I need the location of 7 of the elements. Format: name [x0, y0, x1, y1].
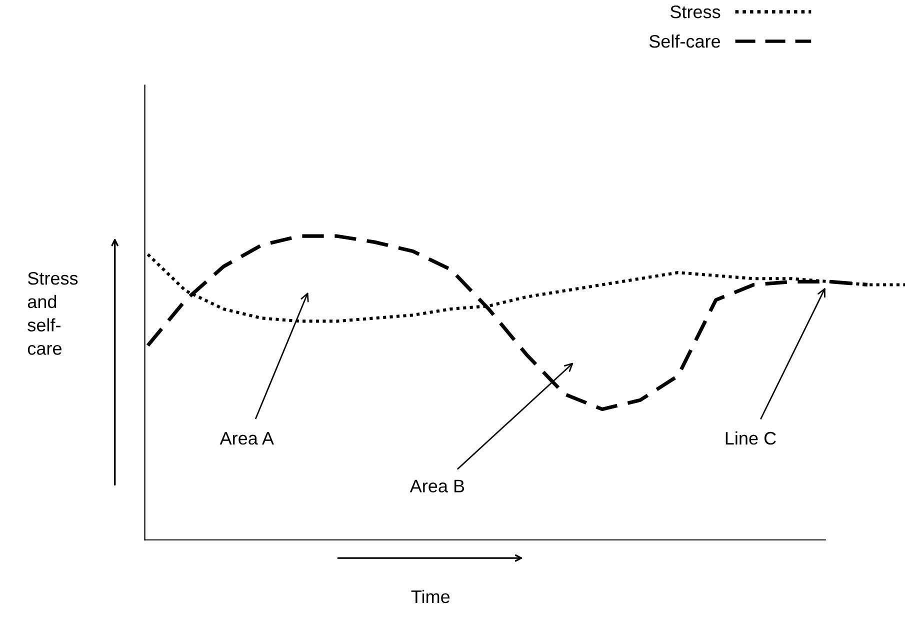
annotation: Area B [410, 480, 464, 492]
annotation: Line C [726, 431, 776, 445]
x-axis-title: Time [411, 590, 450, 604]
legend-label: Stress [670, 6, 720, 18]
legend-label: Self-care [649, 34, 720, 48]
y-axis-title: Stress and self-care [28, 272, 78, 355]
annotation: Area A [220, 432, 274, 445]
